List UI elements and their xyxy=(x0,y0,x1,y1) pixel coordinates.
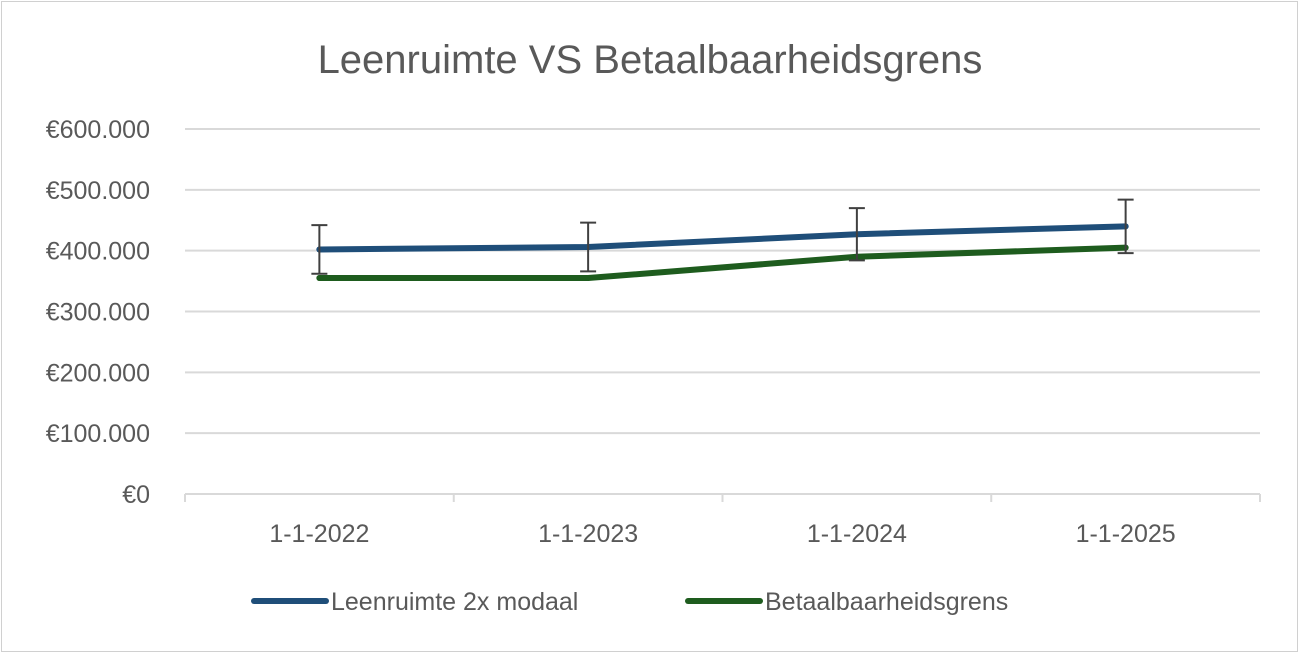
y-tick-label: €200.000 xyxy=(46,359,150,387)
y-tick-label: €300.000 xyxy=(46,299,150,327)
error-bar xyxy=(1117,198,1134,255)
legend-label: Leenruimte 2x modaal xyxy=(331,588,578,616)
y-axis-tick-labels: €0 €100.000 €200.000 €300.000 €400.000 €500.0… xyxy=(46,116,150,509)
error-bar xyxy=(311,224,328,275)
x-axis xyxy=(184,493,1261,502)
x-tick-label: 1-1-2025 xyxy=(1076,520,1176,548)
y-tick-label: €0 xyxy=(122,481,150,509)
chart-title: Leenruimte VS Betaalbaarheidsgrens xyxy=(318,38,983,82)
x-tick-label: 1-1-2024 xyxy=(807,520,907,548)
data-point xyxy=(585,275,592,282)
gridlines xyxy=(185,128,1260,435)
error-bar xyxy=(580,221,597,273)
error-bars xyxy=(311,198,1134,275)
series-lines xyxy=(316,223,1129,282)
legend: Leenruimte 2x modaal Betaalbaarheidsgrens xyxy=(251,588,1008,616)
series-line-0 xyxy=(316,223,1129,253)
data-point xyxy=(316,275,323,282)
y-tick-label: €400.000 xyxy=(46,238,150,266)
legend-entry: Leenruimte 2x modaal xyxy=(251,588,578,616)
x-tick-label: 1-1-2023 xyxy=(538,520,638,548)
x-axis-tick-labels: 1-1-2022 1-1-2023 1-1-2024 1-1-2025 xyxy=(269,520,1175,548)
y-tick-label: €100.000 xyxy=(46,420,150,448)
y-tick-label: €500.000 xyxy=(46,177,150,205)
x-tick-label: 1-1-2022 xyxy=(269,520,369,548)
legend-label: Betaalbaarheidsgrens xyxy=(765,588,1008,616)
error-bar xyxy=(848,207,865,262)
series-line-1 xyxy=(316,244,1129,282)
y-tick-label: €600.000 xyxy=(46,116,150,144)
legend-entry: Betaalbaarheidsgrens xyxy=(685,588,1008,616)
